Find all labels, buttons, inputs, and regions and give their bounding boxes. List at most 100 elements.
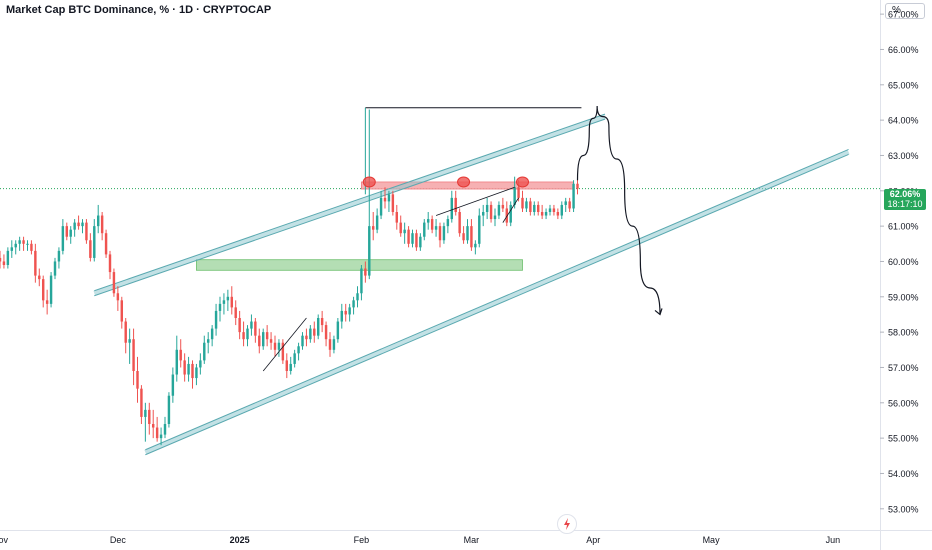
candle-body [470,226,473,248]
candle-body [313,328,316,336]
channel-layer [93,113,850,456]
candle-body [112,272,116,294]
candle [462,226,465,244]
candle [179,339,182,368]
candle-body [375,215,379,230]
candle-body [116,293,120,301]
candle-body [529,201,532,212]
candle-body [309,328,312,340]
channel-lower-band [144,149,850,455]
candle [301,332,304,350]
projection-arrowhead [654,308,663,316]
candle-body [218,303,222,311]
candle [430,215,434,234]
candle-body [22,240,25,244]
candle-body [521,197,524,209]
candle [191,360,194,389]
candle [533,201,536,216]
candle-body [57,250,61,262]
x-tick-label: Feb [354,535,370,545]
candle-body [383,197,387,202]
candle [144,402,147,442]
candle [210,325,214,347]
candle-body [446,219,450,227]
candle [493,208,497,227]
mini-trendline [435,186,515,216]
candle-body [493,215,497,220]
chart-title: Market Cap BTC Dominance, % · 1D · CRYPT… [6,4,272,16]
candle [489,201,493,223]
candle-body [159,434,163,439]
candle [529,197,532,216]
candle-body [438,226,442,241]
candle [438,222,442,248]
candle [470,219,473,251]
y-tick-label: 65.00% [888,80,919,90]
candle [356,286,359,308]
candle-body [434,226,438,230]
candle-body [489,204,493,220]
candles-layer [0,109,579,446]
candle [485,197,489,220]
candle [277,339,281,357]
candle-body [132,339,135,371]
candle-body [81,222,84,227]
candle-body [407,229,410,244]
candle-body [85,222,88,241]
candle [273,335,277,357]
candle [474,240,477,255]
candle [289,356,292,375]
candle [411,229,414,248]
y-tick-label: 60.00% [888,257,919,267]
candle [478,208,481,248]
candle-body [183,360,186,375]
candle [96,204,100,234]
candle-body [265,332,269,340]
candle [336,318,340,343]
lightning-icon[interactable] [557,514,577,534]
candle-body [167,395,171,424]
candle-body [100,215,104,234]
candle-body [478,215,481,244]
support-zone [196,259,523,271]
price-scale-unit-button[interactable]: % [885,3,925,19]
candle [297,342,300,361]
candle [38,268,41,287]
candle [572,180,575,212]
candle-body [199,360,202,368]
candle-body [356,293,359,301]
candle-body [45,300,49,304]
candle [124,318,127,354]
candle [454,190,457,216]
candle [309,325,312,343]
candle-body [466,226,469,241]
candle [360,265,363,301]
candle-body [210,328,214,340]
candle-body [324,325,328,340]
candle-body [320,318,324,326]
candle-body [38,275,41,280]
candle-body [399,222,402,234]
y-axis[interactable]: 67.00%66.00%65.00%64.00%63.00%62.00%61.0… [880,0,932,550]
candle-body [151,424,155,428]
candle-body [226,296,230,301]
candle [305,328,308,347]
candle-body [104,233,108,255]
candle-body [556,212,560,216]
candle-body [505,208,509,223]
candle [501,197,505,212]
x-axis[interactable]: Nov Dec 2025 Feb Mar Apr May Jun [0,530,932,546]
candle [391,190,395,216]
candle-body [509,204,512,223]
candle-body [250,321,253,329]
candle-body [2,261,6,265]
candle-body [108,254,112,273]
y-tick-label: 53.00% [888,504,919,514]
candle-body [340,310,344,322]
candle [93,219,96,262]
candle [148,402,151,435]
candle [415,229,418,251]
y-tick-label: 55.00% [888,434,919,444]
candle-body [281,342,285,361]
